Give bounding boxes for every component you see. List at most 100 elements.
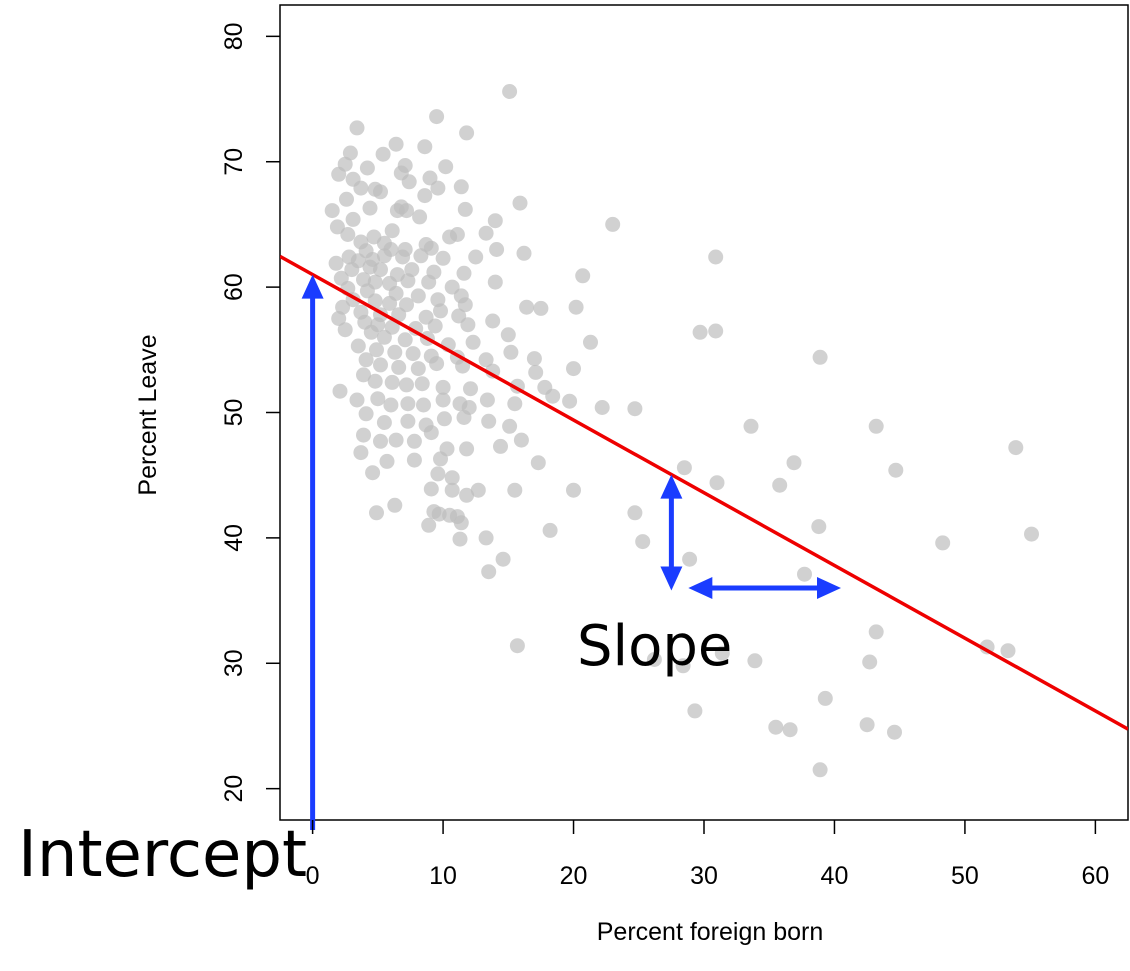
- data-point: [384, 374, 400, 390]
- data-point: [862, 654, 878, 670]
- data-point: [406, 433, 422, 449]
- data-point: [382, 295, 398, 311]
- x-axis: 0 10 20 30 40 50 60: [306, 820, 1109, 890]
- data-point: [387, 497, 403, 513]
- data-point: [509, 638, 525, 654]
- data-point: [493, 438, 508, 454]
- data-point: [859, 717, 875, 733]
- x-tick-label: 30: [690, 862, 718, 890]
- data-point: [422, 170, 438, 186]
- data-point: [459, 441, 475, 457]
- data-point: [468, 249, 484, 265]
- data-point: [449, 227, 465, 242]
- data-point: [406, 452, 422, 468]
- data-point: [400, 413, 416, 429]
- data-point: [433, 303, 448, 319]
- data-point: [358, 352, 374, 368]
- y-tick-label: 40: [220, 524, 248, 552]
- data-point: [376, 329, 392, 345]
- data-point: [687, 703, 703, 719]
- data-point: [786, 455, 802, 471]
- data-point: [429, 356, 445, 372]
- annotation-arrows: [301, 274, 841, 830]
- data-point: [329, 219, 345, 235]
- data-point: [817, 690, 833, 706]
- data-point: [772, 477, 788, 493]
- data-point: [519, 299, 535, 315]
- data-point: [502, 84, 518, 99]
- y-axis: 20 30 40 50 60 70 80: [220, 22, 280, 803]
- data-point: [417, 139, 433, 155]
- data-point: [635, 534, 651, 550]
- data-point: [400, 396, 416, 412]
- data-point: [421, 274, 437, 290]
- data-point: [708, 249, 724, 265]
- data-point: [435, 250, 451, 266]
- data-point: [395, 249, 411, 265]
- data-point: [512, 195, 528, 211]
- data-point: [487, 213, 503, 229]
- data-point: [400, 273, 416, 289]
- data-point: [399, 377, 414, 393]
- data-point: [566, 482, 581, 498]
- data-point: [516, 245, 532, 261]
- y-tick-label: 80: [220, 22, 248, 50]
- data-point: [478, 530, 494, 546]
- data-point: [349, 392, 365, 408]
- data-point: [342, 145, 358, 161]
- data-point: [528, 364, 544, 380]
- data-point: [401, 174, 417, 190]
- data-point: [383, 397, 399, 413]
- data-point: [373, 433, 388, 449]
- points-group: [324, 84, 1039, 778]
- y-tick-label: 20: [220, 775, 248, 803]
- data-point: [444, 482, 460, 498]
- data-point: [429, 109, 445, 125]
- data-point: [337, 322, 353, 338]
- plot-frame: [279, 4, 1129, 821]
- data-point: [714, 645, 730, 661]
- data-point: [487, 274, 503, 290]
- data-point: [345, 211, 361, 227]
- data-point: [888, 462, 904, 478]
- data-point: [376, 248, 392, 264]
- data-point: [743, 418, 759, 434]
- data-point: [747, 653, 763, 669]
- data-point: [545, 388, 561, 404]
- data-point: [435, 392, 451, 408]
- data-point: [457, 201, 473, 217]
- data-point: [430, 292, 446, 308]
- data-point: [533, 300, 549, 316]
- x-tick-label: 40: [821, 862, 849, 890]
- data-point: [340, 227, 356, 242]
- data-point: [1000, 643, 1016, 659]
- data-point: [423, 425, 439, 441]
- data-point: [367, 293, 383, 309]
- data-point: [507, 396, 523, 412]
- slope-run-arrow-head-left: [688, 577, 713, 600]
- y-tick-label: 30: [220, 649, 248, 677]
- data-point: [362, 200, 378, 216]
- data-point: [812, 762, 828, 778]
- data-point: [324, 203, 340, 219]
- y-tick-label: 70: [220, 148, 248, 176]
- data-point: [811, 519, 827, 535]
- data-point: [365, 465, 381, 481]
- data-point: [379, 453, 395, 469]
- slope-annotation: Slope: [577, 614, 732, 679]
- data-point: [676, 460, 692, 476]
- data-point: [605, 216, 621, 232]
- data-point: [507, 482, 523, 498]
- data-point: [470, 482, 486, 498]
- data-point: [465, 334, 481, 350]
- slope-run-arrow-head-right: [816, 577, 841, 600]
- regression-line: [280, 254, 1128, 731]
- data-point: [868, 418, 884, 434]
- data-point: [646, 652, 662, 667]
- data-point: [708, 323, 724, 339]
- data-point: [463, 381, 478, 397]
- data-point: [417, 188, 433, 204]
- data-point: [414, 376, 430, 392]
- data-point: [405, 346, 421, 362]
- data-point: [481, 564, 497, 580]
